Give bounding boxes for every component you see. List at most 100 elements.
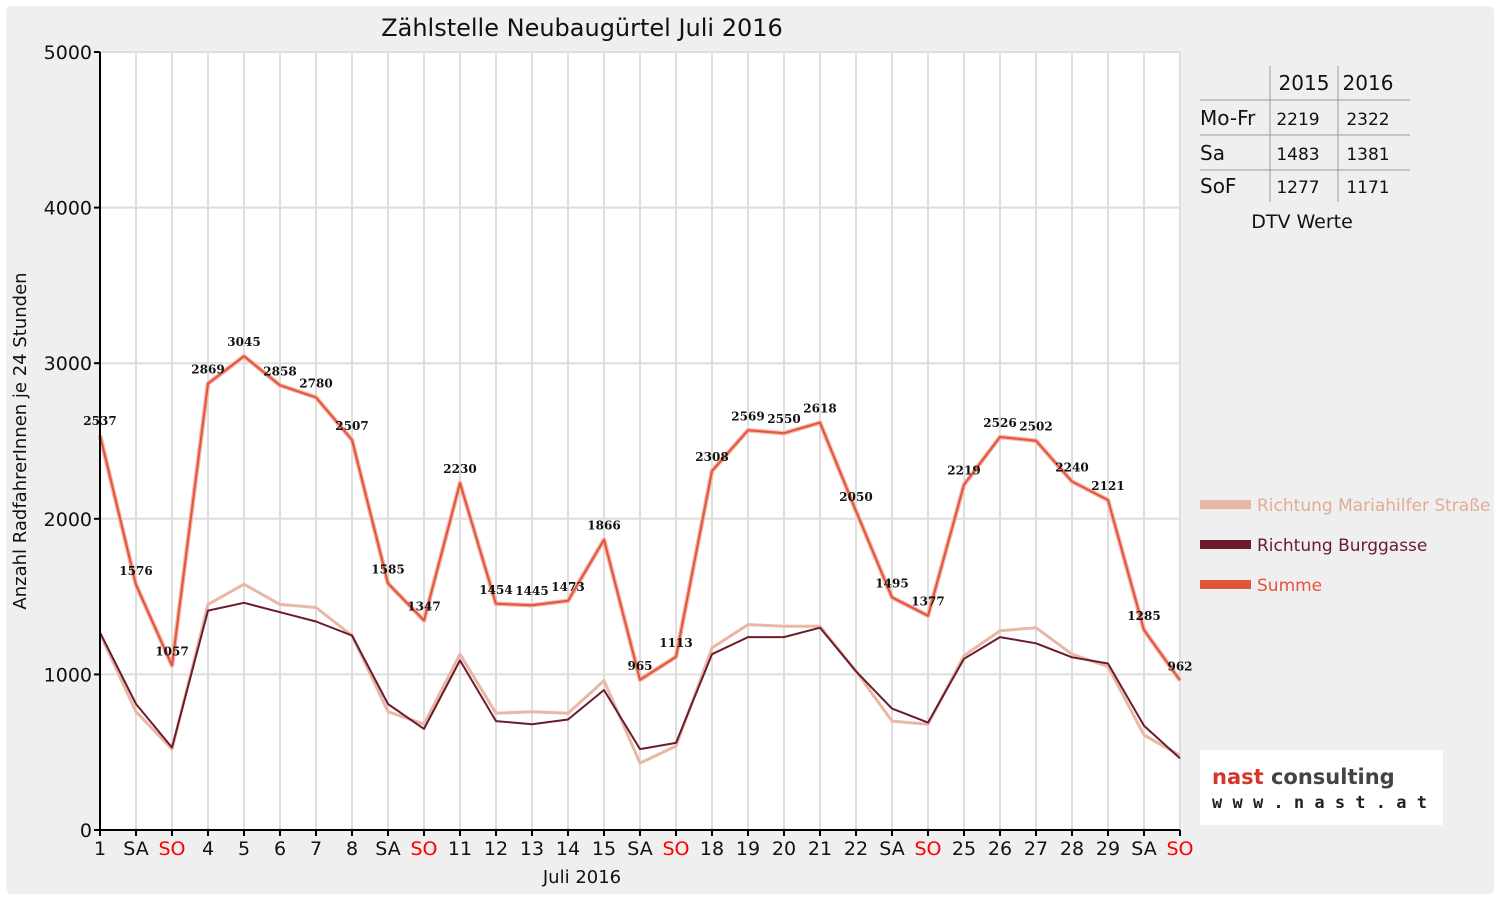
x-tick-label: 5 [238,838,250,860]
y-tick-label: 4000 [44,198,92,220]
data-label: 2230 [443,462,476,476]
x-tick-label: 15 [592,838,616,860]
logo-nast-word: nast [1212,765,1271,789]
x-tick-label: SA [375,838,400,860]
data-labels: 2537157610572869304528582780250715851347… [83,335,1192,673]
series-lines [97,353,1182,765]
y-tick-label: 1000 [44,664,92,686]
table-cell: 2219 [1276,110,1319,130]
x-tick-label: 13 [520,838,544,860]
x-tick-label: 18 [700,838,724,860]
x-tick-label: 22 [844,838,868,860]
x-tick-label: 29 [1096,838,1120,860]
logo-text: nast consulting [1212,765,1395,789]
table-row-label: Sa [1200,141,1225,165]
x-tick-label: 27 [1024,838,1048,860]
x-tick-label: 12 [484,838,508,860]
table-header-2016: 2016 [1343,71,1394,95]
y-tick-labels: 0 1000 2000 3000 4000 5000 [44,42,100,842]
data-label: 1495 [875,576,908,590]
x-tick-label: 20 [772,838,796,860]
x-tick-label: 1 [94,838,106,860]
table-cell: 1277 [1276,178,1319,198]
x-tick-label: 21 [808,838,832,860]
logo-url: w w w . n a s t . a t [1212,793,1427,813]
data-label: 2219 [947,464,980,478]
y-tick-label: 2000 [44,509,92,531]
data-label: 1113 [659,636,692,650]
x-tick-label: 8 [346,838,358,860]
x-tick-label: SO [158,838,185,860]
legend-entry: Summe [1257,576,1322,596]
x-tick-label: 11 [448,838,472,860]
x-tick-label: 14 [556,838,580,860]
series-line-summe [99,355,1181,681]
table-cell: 2322 [1346,110,1389,130]
data-label: 2121 [1091,479,1124,493]
series-line-mariahilfer [98,582,1181,765]
data-label: 1576 [119,564,152,578]
legend-swatch [1200,580,1251,589]
y-tick-label: 3000 [44,353,92,375]
y-tick-label: 0 [80,820,92,842]
data-label: 2507 [335,419,368,433]
data-label: 1473 [551,580,584,594]
data-label: 1866 [587,519,620,533]
x-tick-label: SO [410,838,437,860]
x-tick-label: SO [1166,838,1193,860]
table-cell: 1171 [1346,178,1389,198]
y-tick-label: 5000 [44,42,92,64]
data-label: 2308 [695,450,728,464]
table-header-2015: 2015 [1279,71,1330,95]
logo-consulting-word: consulting [1271,765,1395,789]
data-label: 2550 [767,412,800,426]
data-label: 1585 [371,562,404,576]
x-tick-label: SA [123,838,148,860]
x-tick-label: SO [914,838,941,860]
data-label: 962 [1167,659,1192,673]
data-label: 1377 [911,595,944,609]
legend-entry: Richtung Mariahilfer Straße [1257,496,1490,516]
x-tick-label: SA [879,838,904,860]
x-tick-label: 28 [1060,838,1084,860]
data-label: 2569 [731,409,764,423]
table-caption: DTV Werte [1251,211,1353,233]
legend-swatch [1200,540,1251,549]
data-label: 2858 [263,364,296,378]
x-tick-label: 7 [310,838,322,860]
data-label: 2869 [191,363,224,377]
chart-title: Zählstelle Neubaugürtel Juli 2016 [381,14,783,42]
x-tick-label: 4 [202,838,214,860]
data-label: 1454 [479,583,512,597]
data-label: 2526 [983,416,1016,430]
data-label: 965 [627,659,652,673]
nast-logo: nast consulting w w w . n a s t . a t [1200,750,1443,825]
legend-entry: Richtung Burggasse [1257,536,1427,556]
x-tick-label: SA [627,838,652,860]
series-line-burggasse [99,601,1181,760]
x-tick-label: SA [1131,838,1156,860]
table-cell: 1381 [1346,145,1389,165]
x-tick-label: SO [662,838,689,860]
data-label: 1285 [1127,609,1160,623]
data-label: 2050 [839,490,872,504]
data-label: 1057 [155,645,188,659]
legend-swatch [1200,500,1251,509]
table-cell: 1483 [1276,145,1319,165]
data-label: 2618 [803,402,836,416]
data-label: 1347 [407,599,440,613]
data-label: 2240 [1055,460,1088,474]
x-axis-label: Juli 2016 [542,867,621,888]
data-label: 2780 [299,376,332,390]
data-label: 1445 [515,584,548,598]
data-label: 2502 [1019,420,1052,434]
x-tick-label: 19 [736,838,760,860]
x-tick-label: 25 [952,838,976,860]
data-label: 3045 [227,335,260,349]
table-row-label: SoF [1200,174,1236,198]
dtv-table: 2015 2016 Mo-Fr 2219 2322 Sa 1483 1381 S… [1200,66,1410,233]
x-tick-label: 6 [274,838,286,860]
table-row-label: Mo-Fr [1200,106,1256,130]
y-axis-label: Anzahl RadfahrerInnen je 24 Stunden [10,272,31,609]
